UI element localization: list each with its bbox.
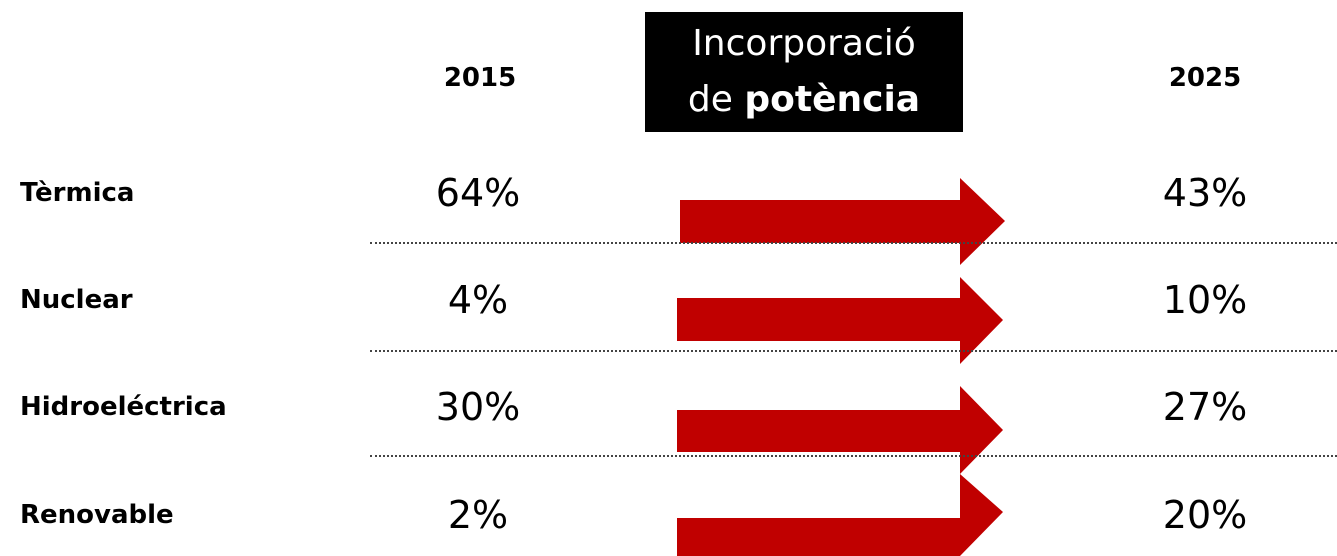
row-label: Tèrmica	[20, 178, 135, 208]
arrow	[677, 474, 1003, 556]
arrow	[677, 277, 1003, 364]
column-header: 2015	[443, 63, 517, 93]
box-line: Incorporació	[692, 23, 916, 64]
header-box: Incorporació de potència	[645, 12, 963, 132]
value-2025: 43%	[1162, 171, 1248, 215]
row-divider	[370, 242, 1337, 244]
value-2015: 64%	[435, 171, 521, 215]
row-divider	[370, 350, 1337, 352]
value-2015: 30%	[435, 385, 521, 429]
box-line: de potència	[645, 72, 963, 128]
column-header: 2025	[1168, 63, 1242, 93]
value-2025: 10%	[1162, 278, 1248, 322]
value-2025: 27%	[1162, 385, 1248, 429]
box-text: de	[687, 79, 733, 120]
value-2015: 4%	[447, 278, 509, 322]
box-text-bold: potència	[744, 79, 921, 120]
row-divider	[370, 455, 1337, 457]
row-label: Hidroeléctrica	[20, 392, 227, 422]
value-2025: 20%	[1162, 493, 1248, 537]
row-label: Nuclear	[20, 285, 133, 315]
row-label: Renovable	[20, 500, 174, 530]
arrow	[680, 178, 1005, 265]
value-2015: 2%	[447, 493, 509, 537]
arrow	[677, 386, 1003, 474]
